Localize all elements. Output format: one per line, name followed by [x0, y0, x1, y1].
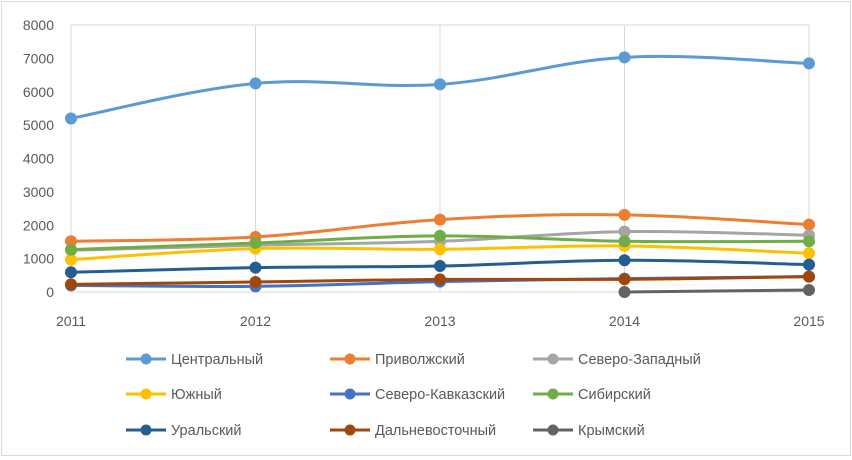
- legend-item: Южный: [126, 387, 222, 403]
- y-tick-label: 0: [46, 284, 54, 300]
- y-tick-label: 1000: [23, 251, 54, 267]
- y-tick-label: 6000: [23, 84, 54, 100]
- data-point: [249, 236, 262, 249]
- legend-marker: [140, 388, 152, 400]
- series-group: [65, 270, 815, 291]
- x-tick-label: 2011: [56, 313, 86, 329]
- series-group: [65, 229, 815, 256]
- legend-label: Северо-Западный: [578, 352, 701, 368]
- data-point: [65, 243, 77, 256]
- legend-item: Северо-Западный: [533, 352, 701, 368]
- data-point: [249, 261, 262, 274]
- data-point: [434, 213, 446, 226]
- data-point: [65, 266, 77, 279]
- data-point: [434, 259, 446, 272]
- legend-marker: [140, 353, 152, 365]
- legend-label: Сибирский: [578, 387, 651, 403]
- y-tick-label: 8000: [23, 17, 54, 33]
- legend-item: Уральский: [126, 423, 242, 439]
- legend-marker: [547, 388, 559, 400]
- data-point: [434, 229, 446, 242]
- legend-marker: [547, 424, 559, 436]
- data-point: [618, 208, 631, 221]
- data-point: [434, 273, 446, 286]
- data-point: [434, 243, 446, 256]
- data-point: [65, 253, 77, 266]
- series-line: [623, 288, 811, 294]
- data-point: [803, 218, 815, 231]
- x-tick-label: 2013: [424, 313, 455, 329]
- legend-label: Уральский: [171, 423, 242, 439]
- data-point: [803, 57, 815, 70]
- data-point: [618, 254, 631, 267]
- series-group: [65, 254, 815, 279]
- data-point: [65, 278, 77, 291]
- data-point: [249, 275, 262, 288]
- x-tick-label: 2015: [793, 313, 824, 329]
- x-tick-label: 2012: [240, 313, 271, 329]
- series-group: [618, 283, 815, 298]
- legend-item: Дальневосточный: [330, 423, 496, 439]
- data-point: [803, 283, 815, 296]
- data-point: [434, 78, 446, 91]
- series-group: [65, 51, 815, 125]
- legend-label: Дальневосточный: [375, 423, 496, 439]
- x-tick-label: 2014: [609, 313, 640, 329]
- legend-label: Крымский: [578, 423, 645, 439]
- data-point: [803, 270, 815, 283]
- legend-item: Приволжский: [330, 352, 465, 368]
- legend-marker: [344, 424, 356, 436]
- legend-label: Центральный: [171, 352, 263, 368]
- y-tick-label: 5000: [23, 117, 54, 133]
- y-tick-label: 3000: [23, 184, 54, 200]
- legend-item: Центральный: [126, 352, 263, 368]
- legend-item: Сибирский: [533, 387, 651, 403]
- data-point: [618, 51, 631, 64]
- legend-marker: [140, 424, 152, 436]
- y-tick-label: 2000: [23, 217, 54, 233]
- data-point: [803, 258, 815, 271]
- legend-label: Приволжский: [375, 352, 465, 368]
- data-point: [803, 247, 815, 260]
- legend-marker: [344, 388, 356, 400]
- legend-item: Крымский: [533, 423, 645, 439]
- data-point: [618, 286, 631, 298]
- legend-marker: [547, 353, 559, 365]
- data-point: [249, 77, 262, 90]
- data-point: [618, 273, 631, 286]
- legend-label: Южный: [171, 387, 222, 403]
- legend-marker: [344, 353, 356, 365]
- legend-item: Северо-Кавказский: [330, 387, 505, 403]
- y-tick-label: 4000: [23, 151, 54, 167]
- data-point: [803, 235, 815, 248]
- legend-label: Северо-Кавказский: [375, 387, 505, 403]
- data-point: [618, 235, 631, 248]
- data-point: [65, 112, 77, 125]
- y-tick-label: 7000: [23, 50, 54, 66]
